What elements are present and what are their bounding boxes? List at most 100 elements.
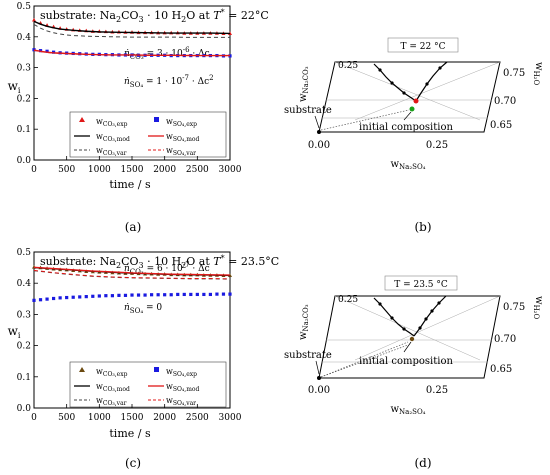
- bottom-axis-label: wNa₂SO₄: [390, 404, 425, 416]
- series-w-so4-exp-point: [65, 295, 69, 300]
- y-tick-label: 0.5: [17, 2, 32, 12]
- x-axis-label: time / s: [109, 427, 151, 440]
- series-w-so4-exp-point: [195, 292, 199, 297]
- series-w-so4-exp-point: [228, 292, 232, 296]
- series-w-so4-exp-point: [189, 292, 193, 297]
- x-tick-label: 1000: [88, 165, 111, 175]
- series-w-so4-exp-point: [202, 292, 206, 297]
- series-w-so4-exp-point: [123, 293, 128, 297]
- series-w-so4-exp-point: [58, 296, 62, 300]
- y-tick-label: 0.2: [17, 342, 31, 352]
- series-w-so4-exp-point: [136, 293, 141, 297]
- x-tick-label: 2500: [186, 165, 209, 175]
- chart-panel-a: substrate: Na2CO3 · 10 H2O at T* = 22°C …: [8, 2, 269, 234]
- right-tick: 0.65: [490, 120, 512, 131]
- series-w-so4-exp-point: [221, 292, 226, 296]
- series-w-so4-exp-point: [215, 292, 219, 296]
- series-w-so4-exp-point: [45, 49, 49, 53]
- y-axis-label: wi: [8, 324, 21, 340]
- chart-title: substrate: Na2CO3 · 10 H2O at T* = 23.5°…: [40, 254, 279, 270]
- series-w-so4-exp-point: [208, 292, 212, 297]
- series-w-so4-exp-point: [91, 294, 95, 298]
- y-tick-label: 0.3: [17, 64, 32, 74]
- bottom-tick: 0.00: [308, 140, 330, 151]
- x-tick-label: 0: [31, 165, 37, 175]
- series-w-so4-exp-point: [117, 293, 121, 297]
- series-w-so4-var-line: [33, 269, 231, 280]
- right-tick: 0.65: [490, 364, 512, 375]
- x-tick-label: 2000: [153, 413, 176, 423]
- svg-text:wCO₃,var: wCO₃,var: [96, 396, 127, 407]
- substrate-label: substrate: [284, 105, 332, 116]
- y-tick-label: 0.0: [17, 404, 32, 414]
- ternary-diagram-b: substrate initial composition T = 22 °C …: [284, 37, 544, 234]
- right-axis-label: wH₂O: [532, 62, 544, 85]
- caption-c: (c): [125, 456, 141, 470]
- right-tick: 0.75: [503, 302, 525, 313]
- series-w-so4-exp-point: [84, 295, 88, 299]
- x-tick-label: 0: [31, 413, 37, 423]
- left-axis-label: wNa₂CO₃: [298, 304, 310, 340]
- series-w-so4-exp-point: [150, 293, 154, 297]
- left-axis-label: wNa₂CO₃: [298, 66, 310, 102]
- right-axis-label: wH₂O: [532, 296, 544, 319]
- series-w-so4-var-line: [33, 49, 230, 57]
- series-w-so4-exp-point: [110, 294, 114, 298]
- x-tick-label: 1500: [121, 413, 144, 423]
- chart-panel-c: substrate: Na2CO3 · 10 H2O at T* = 23.5°…: [8, 248, 280, 470]
- temperature-label: T = 23.5 °C: [394, 280, 448, 290]
- y-axis-label: wi: [8, 79, 21, 95]
- y-tick-label: 0.5: [17, 248, 32, 258]
- annotation-co3: ṅCO₃ = 6 · 10-7 · Δc: [124, 261, 210, 276]
- svg-text:wCO₃,mod: wCO₃,mod: [96, 132, 130, 143]
- x-tick-label: 2000: [153, 165, 176, 175]
- series-w-so4-exp-point: [32, 48, 36, 52]
- caption-b: (b): [414, 220, 431, 234]
- temperature-label: T = 22 °C: [401, 42, 446, 52]
- svg-text:wCO₃,mod: wCO₃,mod: [96, 382, 130, 393]
- x-tick-label: 500: [58, 413, 75, 423]
- series-w-so4-exp-point: [71, 295, 75, 299]
- y-tick-label: 0.0: [17, 156, 32, 166]
- x-axis-label: time / s: [109, 178, 151, 191]
- x-tick-label: 500: [58, 165, 75, 175]
- y-tick-label: 0.2: [17, 94, 31, 104]
- bottom-tick: 0.25: [426, 385, 448, 396]
- series-w-so4-exp-point: [78, 295, 82, 299]
- svg-text:wCO₃,exp: wCO₃,exp: [96, 117, 128, 128]
- y-tick-label: 0.3: [17, 310, 32, 320]
- legend: wCO₃,exp wSO₄,exp wCO₃,mod wSO₄,mod wCO₃…: [69, 111, 227, 158]
- ternary-diagram-d: substrate initial composition T = 23.5 °…: [284, 275, 544, 470]
- annotation-so4: ṅSO₄ = 1 · 10-7 · Δc2: [124, 74, 214, 89]
- chart-title: substrate: Na2CO3 · 10 H2O at T* = 22°C: [40, 8, 269, 24]
- series-w-so4-exp-point: [97, 294, 101, 298]
- svg-text:wCO₃,exp: wCO₃,exp: [96, 367, 128, 378]
- initial-composition-label: initial composition: [359, 122, 453, 133]
- series-w-so4-exp-point: [32, 298, 36, 302]
- series-w-so4-exp-point: [169, 293, 173, 297]
- bottom-axis-label: wNa₂SO₄: [390, 159, 425, 171]
- solubility-curve: [373, 295, 447, 342]
- series-w-co3-var-line: [33, 24, 230, 38]
- annotation-so4: ṅSO₄ = 0: [124, 303, 162, 315]
- x-tick-label: 2500: [186, 413, 209, 423]
- svg-text:wCO₃,var: wCO₃,var: [96, 146, 127, 157]
- right-tick: 0.70: [494, 96, 516, 107]
- y-tick-label: 0.1: [17, 373, 31, 383]
- series-w-co3-exp-point: [32, 17, 36, 22]
- right-tick: 0.70: [494, 334, 516, 345]
- x-tick-label: 3000: [219, 413, 242, 423]
- caption-d: (d): [414, 456, 431, 470]
- svg-text:wSO₄,mod: wSO₄,mod: [166, 382, 200, 393]
- series-w-so4-exp-point: [182, 292, 186, 297]
- series-w-so4-exp-point: [176, 292, 180, 297]
- x-tick-label: 1000: [88, 413, 111, 423]
- y-tick-label: 0.4: [17, 33, 32, 43]
- bottom-tick: 0.00: [308, 385, 330, 396]
- series-w-co3-mod-line: [33, 20, 231, 35]
- left-tick: 0.25: [338, 295, 358, 305]
- y-tick-label: 0.1: [17, 125, 31, 135]
- series-w-so4-exp-point: [38, 298, 43, 302]
- series-w-so4-exp-point: [156, 293, 160, 297]
